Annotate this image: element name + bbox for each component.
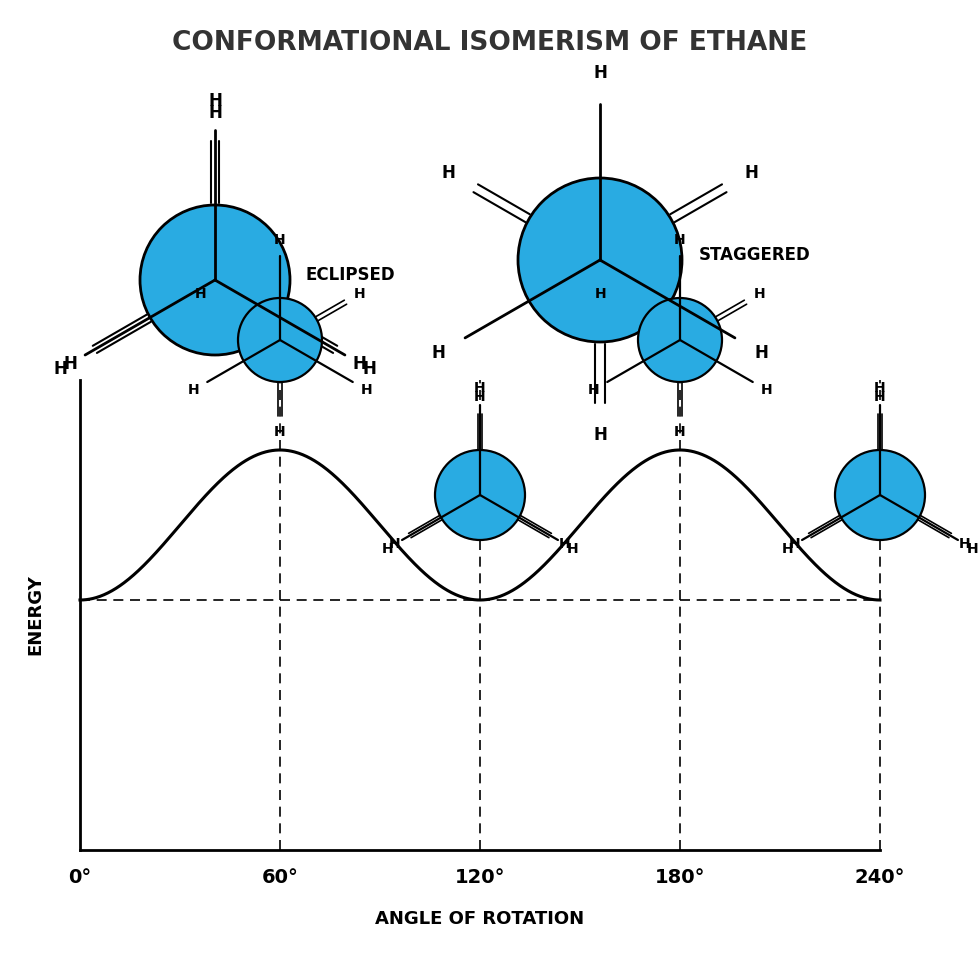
Circle shape [638,298,722,382]
Text: H: H [967,542,979,556]
Text: 60°: 60° [262,868,299,887]
Text: H: H [754,287,765,301]
Text: H: H [593,64,607,82]
Text: H: H [353,355,367,372]
Text: H: H [595,287,607,301]
Text: H: H [474,390,486,404]
Text: H: H [560,537,570,551]
Text: H: H [781,542,793,556]
Circle shape [835,450,925,540]
Text: H: H [381,542,393,556]
Text: H: H [567,542,578,556]
Text: H: H [208,104,221,122]
Text: H: H [674,424,686,439]
Text: H: H [874,381,886,395]
Text: H: H [874,390,886,404]
Text: 240°: 240° [855,868,906,887]
Text: H: H [54,361,68,378]
Text: H: H [588,383,599,397]
Text: H: H [208,92,221,111]
Text: H: H [442,164,456,181]
Text: H: H [361,383,372,397]
Text: 120°: 120° [455,868,506,887]
Text: H: H [274,233,286,247]
Text: ENERGY: ENERGY [26,574,44,656]
Text: H: H [593,425,607,444]
Text: ANGLE OF ROTATION: ANGLE OF ROTATION [375,910,584,928]
Text: H: H [354,287,366,301]
Circle shape [140,205,290,355]
Circle shape [435,450,525,540]
Text: H: H [789,537,801,551]
Text: CONFORMATIONAL ISOMERISM OF ETHANE: CONFORMATIONAL ISOMERISM OF ETHANE [172,30,808,56]
Text: H: H [195,287,207,301]
Text: H: H [760,383,772,397]
Text: H: H [389,537,401,551]
Text: H: H [674,233,686,247]
Text: 180°: 180° [655,868,706,887]
Text: H: H [474,381,486,395]
Text: ECLIPSED: ECLIPSED [305,266,395,284]
Text: H: H [755,345,769,363]
Text: H: H [187,383,199,397]
Circle shape [238,298,322,382]
Text: H: H [745,164,759,181]
Text: H: H [431,345,445,363]
Text: STAGGERED: STAGGERED [699,246,810,264]
Text: H: H [274,424,286,439]
Text: H: H [363,361,376,378]
Circle shape [518,178,682,342]
Text: H: H [959,537,971,551]
Text: H: H [64,355,77,372]
Text: 0°: 0° [69,868,91,887]
